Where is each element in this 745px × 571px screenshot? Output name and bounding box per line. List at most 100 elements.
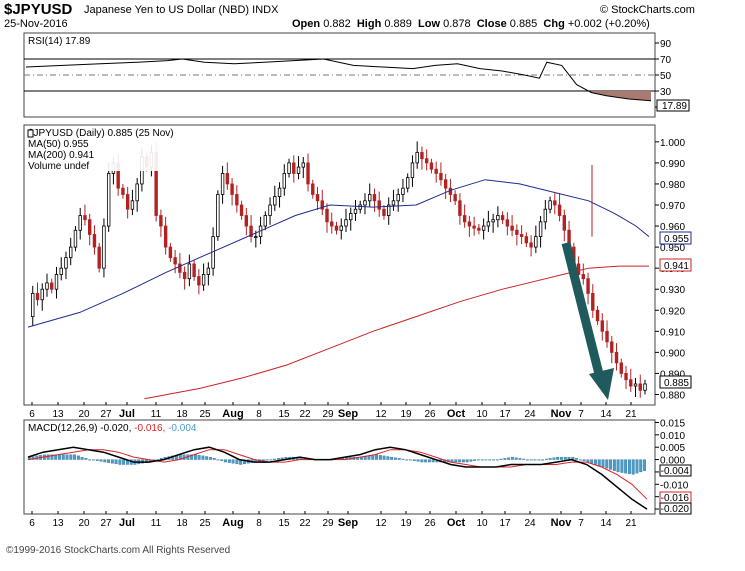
macd-hist-bar xyxy=(231,459,235,464)
macd-hist-bar xyxy=(529,459,533,461)
price-tick-label: 0.950 xyxy=(660,243,685,254)
macd-x-day-label: 8 xyxy=(256,518,262,529)
macd-hist-bar xyxy=(631,459,635,475)
macd-x-day-label: 15 xyxy=(278,518,290,529)
x-day-label: 19 xyxy=(400,409,412,420)
candle-body xyxy=(453,194,457,202)
macd-hist-bar xyxy=(386,456,390,460)
macd-hist-bar xyxy=(522,458,526,460)
macd-legend: MACD(12,26,9) -0.020, -0.016, -0.004 xyxy=(28,423,197,434)
macd-hist-bar xyxy=(99,459,103,462)
candle-body xyxy=(505,219,510,227)
macd-hist-bar xyxy=(548,458,552,460)
candle-body xyxy=(581,274,585,280)
candle-body xyxy=(59,267,63,275)
rsi-current-value: 17.89 xyxy=(662,101,687,112)
candle-body xyxy=(187,263,192,280)
candle-body xyxy=(216,194,220,237)
rsi-tick-label: 90 xyxy=(660,39,672,50)
macd-hist-bar xyxy=(227,459,231,463)
macd-hist-bar xyxy=(484,459,488,461)
macd-x-day-label: 25 xyxy=(199,518,211,529)
candle-body xyxy=(434,168,438,174)
macd-hist-bar xyxy=(88,459,92,461)
candle-body xyxy=(31,293,35,317)
candle-body xyxy=(282,173,286,189)
candle-body xyxy=(415,151,419,164)
macd-hist-bar xyxy=(412,459,416,461)
macd-hist-bar xyxy=(510,456,514,460)
macd-hist-bar xyxy=(514,457,518,460)
trend-arrow-shaft xyxy=(561,241,605,380)
instrument-name: Japanese Yen to US Dollar (NBD) xyxy=(84,4,250,16)
macd-legend-bg xyxy=(26,422,266,434)
candle-body xyxy=(586,278,590,294)
macd-hist-bar xyxy=(122,459,126,465)
candle-body xyxy=(277,187,282,197)
candle-body xyxy=(40,288,44,301)
macd-hist-bar xyxy=(503,458,507,460)
macd-hist-bar xyxy=(526,459,529,461)
macd-x-day-label: 20 xyxy=(78,518,90,529)
candle-body xyxy=(405,177,410,189)
macd-hist-bar xyxy=(563,456,567,460)
ma200-value-label-box xyxy=(659,258,692,272)
candle-body xyxy=(486,221,491,227)
macd-hist-bar xyxy=(224,459,228,463)
candle-body xyxy=(462,215,467,223)
macd-hist-bar xyxy=(635,459,639,474)
macd-x-day-label: 12 xyxy=(375,518,387,529)
candle-body xyxy=(315,194,320,202)
macd-x-month-label: Oct xyxy=(447,517,466,529)
ma200-line xyxy=(144,265,649,400)
candle-body xyxy=(88,219,92,235)
macd-hist-bar xyxy=(507,457,511,460)
macd-hist-bar xyxy=(107,459,111,463)
price-legend-volume: Volume undef xyxy=(28,161,89,172)
macd-hist-bar xyxy=(465,459,469,463)
candle-body xyxy=(325,208,329,223)
macd-hist-bar xyxy=(367,455,371,460)
rsi-legend-bg xyxy=(26,35,134,47)
candle-body xyxy=(358,204,362,210)
candle-body xyxy=(78,215,82,231)
macd-hist-bar xyxy=(454,459,458,463)
candle-body xyxy=(368,194,372,202)
macd-hist-bar xyxy=(590,459,594,464)
x-day-label: 24 xyxy=(524,409,536,420)
rsi-oversold-fill xyxy=(591,91,651,101)
macd-hist-bar xyxy=(586,459,590,463)
candle-body xyxy=(197,276,201,286)
candle-body xyxy=(510,225,514,231)
price-frame xyxy=(23,124,656,406)
candle-body xyxy=(519,234,524,237)
candle-body xyxy=(201,274,206,286)
candle-body xyxy=(220,173,225,195)
macd-x-day-label: 19 xyxy=(400,518,412,529)
x-day-label: 29 xyxy=(322,409,334,420)
x-month-label: Jul xyxy=(119,408,135,420)
candle-body xyxy=(557,204,562,216)
x-day-label: 25 xyxy=(199,409,211,420)
chart-date: 25-Nov-2016 xyxy=(4,18,68,30)
macd-hist-bar xyxy=(190,454,194,460)
macd-x-day-label: 29 xyxy=(322,518,334,529)
macd-hist-bar xyxy=(533,459,537,461)
macd-hist-bar xyxy=(31,456,35,460)
candle-body xyxy=(306,162,310,185)
candle-body xyxy=(230,183,234,195)
candle-body xyxy=(396,194,400,202)
macd-hist-bar xyxy=(609,459,613,470)
ma50-line xyxy=(27,179,650,328)
macd-tick-label: 0.000 xyxy=(660,456,685,467)
candle-body xyxy=(595,309,600,322)
macd-hist-bar xyxy=(73,454,77,460)
macd-x-month-label: Aug xyxy=(222,517,243,529)
x-day-label: 22 xyxy=(299,409,311,420)
x-day-label: 14 xyxy=(600,409,612,420)
candle-body xyxy=(605,330,609,343)
macd-hist-bar xyxy=(84,458,88,460)
macd-hist-bar xyxy=(627,459,631,474)
candle-body xyxy=(334,225,339,231)
macd-hist-value-label-box xyxy=(659,464,692,477)
